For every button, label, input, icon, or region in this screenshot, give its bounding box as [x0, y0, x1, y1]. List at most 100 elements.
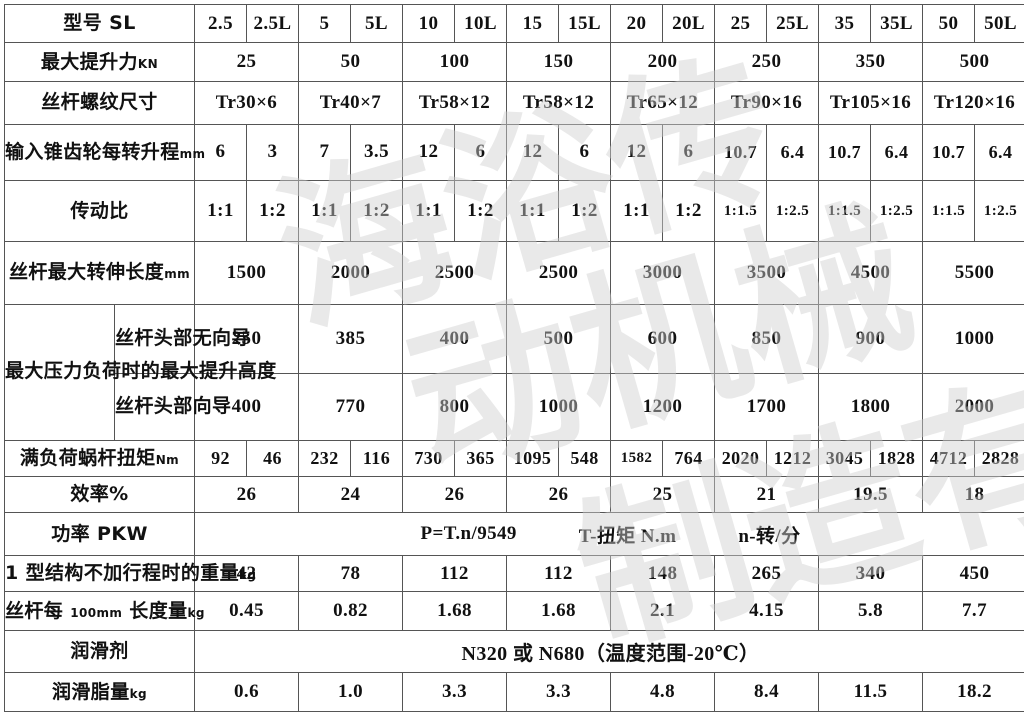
formula-part: n-转/分	[738, 525, 801, 547]
row-label-max-lift-height-group: 最大压力负荷时的最大提升高度	[4, 303, 276, 441]
data-cell: 42	[194, 554, 299, 593]
data-cell: Tr58×12	[402, 80, 507, 125]
model-header-cell: 15	[506, 3, 559, 44]
data-cell: 1:2	[558, 180, 611, 242]
data-cell: 1:2	[246, 180, 299, 242]
data-cell: 3.3	[506, 672, 611, 712]
model-header-cell: 35	[818, 3, 871, 44]
data-cell: 7	[298, 123, 351, 182]
data-cell: Tr58×12	[506, 80, 611, 125]
model-header-cell: 50	[922, 3, 975, 44]
data-cell: Tr40×7	[298, 80, 403, 125]
data-cell: 1000	[506, 372, 611, 441]
data-cell: 6	[454, 123, 507, 182]
data-cell: 764	[662, 439, 715, 477]
data-cell: 18	[922, 475, 1024, 514]
data-cell: 148	[610, 554, 715, 593]
data-cell: 25	[194, 42, 299, 82]
data-cell: 46	[246, 439, 299, 477]
data-cell: 4.8	[610, 672, 715, 712]
data-cell: 6	[558, 123, 611, 182]
table-row-lift-height-with-guide: 丝杆头部向导 400 770 800 1000 1200 1700 1800 2…	[5, 372, 1024, 441]
data-cell: 265	[714, 554, 819, 593]
data-cell: 2.1	[610, 591, 715, 631]
table-row-lift-height-no-guide: 最大压力负荷时的最大提升高度 丝杆头部无向导 250 385 400 500 6…	[4, 303, 1024, 441]
data-cell: 2828	[974, 439, 1024, 477]
data-cell: 2500	[402, 240, 507, 305]
model-header-cell: 10L	[454, 3, 507, 44]
data-cell: 385	[298, 303, 403, 374]
label-unit: mm	[164, 267, 190, 282]
data-cell: 18.2	[922, 672, 1024, 712]
data-cell: 250	[194, 303, 299, 374]
row-label-lubricant: 润滑剂	[4, 629, 195, 674]
data-cell: 92	[194, 439, 247, 477]
data-cell: 1:2	[454, 180, 507, 242]
data-cell: 1212	[766, 439, 819, 477]
table-row-max-screw-extension: 丝杆最大转伸长度mm 1500 2000 2500 2500 3000 3500…	[4, 240, 1024, 305]
table-row-weight-type1: 1 型结构不加行程时的重量kg 42 78 112 112 148 265 34…	[4, 554, 1024, 593]
data-cell: 10.7	[922, 123, 975, 182]
row-label-worm-torque: 满负荷蜗杆扭矩Nm	[4, 439, 195, 477]
data-cell: 1:2	[662, 180, 715, 242]
data-cell: 548	[558, 439, 611, 477]
data-cell: 3	[246, 123, 299, 182]
data-cell: 1:1	[610, 180, 663, 242]
data-cell: 850	[714, 303, 819, 374]
data-cell: 1582	[610, 439, 663, 477]
data-cell: 1700	[714, 372, 819, 441]
row-label-input-bevel-lead: 输入锥齿轮每转升程mm	[4, 123, 205, 182]
data-cell: 26	[402, 475, 507, 514]
label-text-b: 长度量	[122, 599, 188, 622]
data-cell: 730	[402, 439, 455, 477]
formula-part: P=T.n/9549	[420, 523, 517, 545]
row-label-transmission-ratio: 传动比	[4, 180, 195, 242]
data-cell: 770	[298, 372, 403, 441]
data-cell: 1000	[922, 303, 1024, 374]
data-cell: 25	[610, 475, 715, 514]
data-cell: 4.15	[714, 591, 819, 631]
label-text: 输入锥齿轮每转升程	[5, 140, 180, 163]
data-cell: 1:2.5	[870, 180, 923, 242]
label-length: 100mm	[70, 605, 123, 620]
data-cell: 2500	[506, 240, 611, 305]
table-row-input-bevel-lead: 输入锥齿轮每转升程mm 6 3 7 3.5 12 6 12 6 12 6 10.…	[4, 123, 1024, 182]
data-cell: 3500	[714, 240, 819, 305]
row-label-no-guide: 丝杆头部无向导	[114, 303, 250, 374]
table-row-screw-weight-per-100mm: 丝杆每 100mm 长度量kg 0.45 0.82 1.68 1.68 2.1 …	[4, 591, 1024, 631]
data-cell: Tr65×12	[610, 80, 715, 125]
label-text: 传动比	[70, 199, 129, 222]
data-cell: 19.5	[818, 475, 923, 514]
model-header-cell: 50L	[974, 3, 1024, 44]
data-cell: 365	[454, 439, 507, 477]
data-cell: 6.4	[766, 123, 819, 182]
data-cell: 500	[922, 42, 1024, 82]
row-label-model: 型号 SL	[4, 3, 195, 44]
label-unit: KN	[137, 56, 159, 71]
data-cell: 1095	[506, 439, 559, 477]
data-cell: 112	[402, 554, 507, 593]
data-cell: 112	[506, 554, 611, 593]
data-cell: 1.68	[402, 591, 507, 631]
data-cell: 50	[298, 42, 403, 82]
data-cell: 1:1	[194, 180, 247, 242]
data-cell: 0.45	[194, 591, 299, 631]
label-text: 最大提升力	[40, 50, 138, 73]
model-header-cell: 20L	[662, 3, 715, 44]
row-label-screw-thread-size: 丝杆螺纹尺寸	[4, 80, 195, 125]
data-cell: 10.7	[818, 123, 871, 182]
data-cell: 3.3	[402, 672, 507, 712]
model-header-cell: 25L	[766, 3, 819, 44]
data-cell: 3.5	[350, 123, 403, 182]
data-cell: 6.4	[974, 123, 1024, 182]
table-row-transmission-ratio: 传动比 1:1 1:2 1:1 1:2 1:1 1:2 1:1 1:2 1:1 …	[4, 180, 1024, 242]
data-cell: 600	[610, 303, 715, 374]
model-header-cell: 10	[402, 3, 455, 44]
data-cell: 250	[714, 42, 819, 82]
label-unit: kg	[187, 605, 205, 620]
model-header-cell: 5	[298, 3, 351, 44]
data-cell: Tr120×16	[922, 80, 1024, 125]
power-formula-cell: P=T.n/9549 T-扭矩 N.m n-转/分	[194, 512, 1024, 556]
model-header-cell: 35L	[870, 3, 923, 44]
data-cell: 1:1	[506, 180, 559, 242]
